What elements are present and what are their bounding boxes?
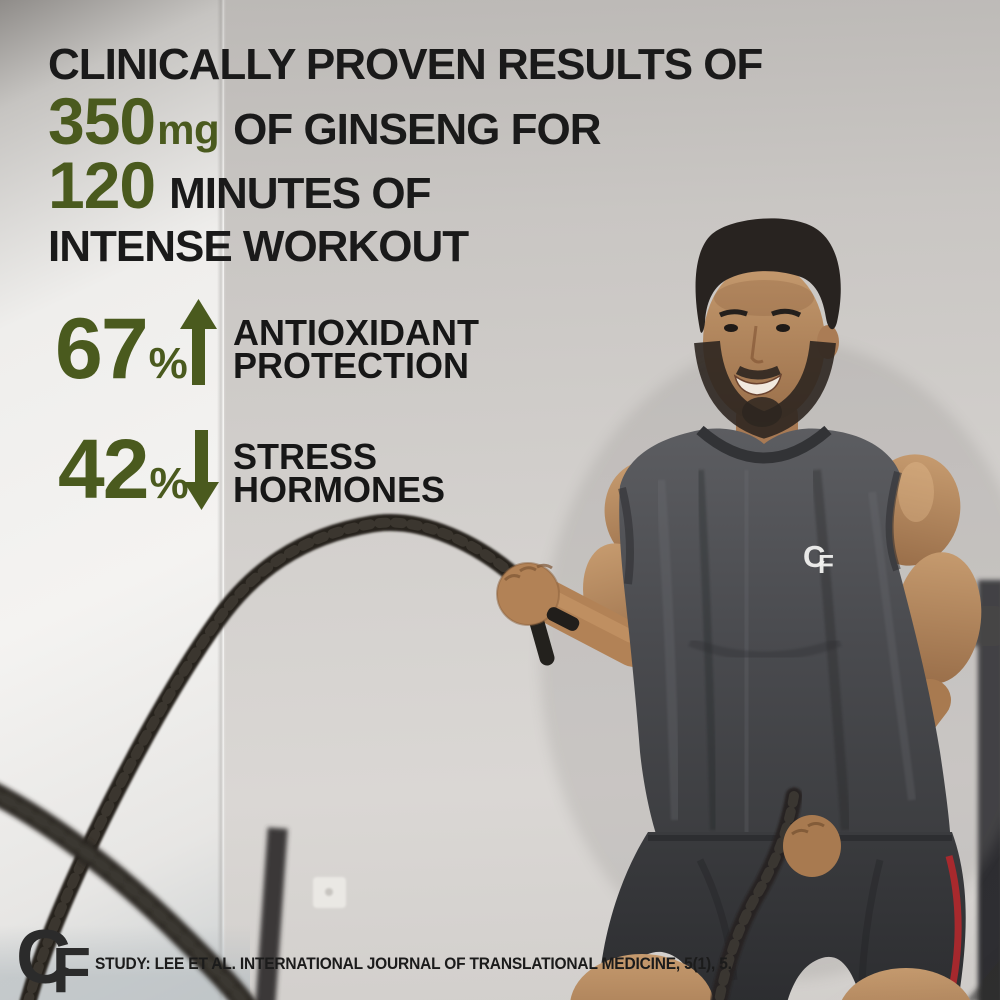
headline-line3: 120 MINUTES OF: [48, 148, 431, 222]
nose: [750, 325, 764, 364]
arrow-up-icon: [180, 299, 217, 385]
headline-line1: CLINICALLY PROVEN RESULTS OF: [48, 40, 763, 89]
eyebrows: [718, 308, 802, 318]
stat-antioxidant-number: 67: [55, 301, 149, 397]
stat-stress-label-line2: HORMONES: [233, 469, 446, 510]
stat-antioxidant-label: ANTIOXIDANT PROTECTION: [233, 312, 479, 386]
study-citation: STUDY: LEE ET AL. INTERNATIONAL JOURNAL …: [95, 955, 732, 973]
right-fist: [496, 562, 560, 626]
left-fist: [783, 815, 841, 877]
background-wall-left: [0, 0, 224, 1000]
athlete-figure: [527, 218, 982, 1000]
stat-stress-label-line1: STRESS: [233, 436, 378, 477]
right-thigh: [841, 968, 971, 1000]
stat-stress-value: 42%: [58, 427, 189, 511]
battle-rope-left: [19, 514, 537, 1000]
stat-antioxidant-value: 67%: [55, 306, 188, 392]
brand-logo-letter-f: F: [52, 934, 92, 1000]
tank-top: [618, 425, 951, 846]
headline-line2-text: OF GINSENG FOR: [233, 105, 601, 154]
battle-rope-foreground: [0, 783, 256, 1000]
wrist-band: [546, 607, 580, 631]
duration-value: 120: [48, 148, 156, 222]
athlete-head: [694, 218, 841, 458]
headline-line2: 350mg OF GINSENG FOR: [48, 84, 601, 158]
dose-value: 350: [48, 84, 156, 158]
hair: [695, 218, 841, 333]
wall-corner-edge: [217, 0, 226, 1000]
stat-antioxidant-label-line1: ANTIOXIDANT: [233, 312, 479, 353]
brand-logo-letter-c: C: [16, 915, 71, 1000]
mustache: [735, 365, 781, 380]
headline-line4: INTENSE WORKOUT: [48, 222, 469, 271]
stat-antioxidant-label-line2: PROTECTION: [233, 345, 470, 386]
dose-unit: mg: [157, 106, 220, 153]
stat-stress-label: STRESS HORMONES: [233, 436, 446, 510]
stat-antioxidant-percent: %: [148, 339, 188, 388]
shirt-logo-letter-c: C: [803, 539, 826, 574]
stat-stress-percent: %: [149, 459, 189, 508]
stat-stress-number: 42: [58, 422, 149, 516]
shirt-logo-letter-f: F: [818, 549, 834, 579]
battle-rope-right: [710, 787, 803, 1000]
smile: [733, 373, 783, 396]
arrow-down-icon: [184, 430, 219, 510]
wall-outlet: [313, 877, 346, 908]
left-thigh: [570, 954, 714, 1000]
headline-line3-text: MINUTES OF: [169, 169, 431, 218]
